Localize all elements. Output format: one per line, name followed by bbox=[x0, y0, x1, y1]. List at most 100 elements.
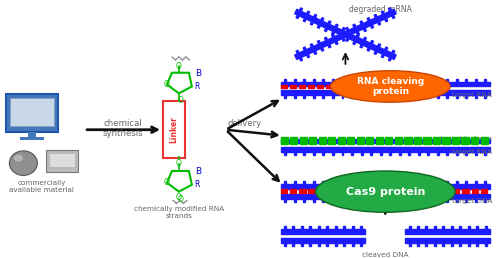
Bar bbox=[280, 90, 490, 95]
Bar bbox=[465, 95, 467, 98]
Bar bbox=[417, 243, 419, 246]
Bar bbox=[389, 181, 391, 184]
Bar bbox=[364, 28, 366, 31]
Bar bbox=[484, 95, 486, 98]
Bar bbox=[28, 132, 36, 136]
Text: R: R bbox=[194, 180, 200, 189]
Bar bbox=[388, 8, 392, 11]
Bar bbox=[460, 243, 462, 246]
Bar bbox=[376, 137, 383, 144]
Bar bbox=[408, 243, 410, 246]
Bar bbox=[294, 9, 396, 59]
Bar bbox=[313, 199, 315, 202]
Bar bbox=[46, 150, 78, 172]
Bar bbox=[418, 199, 420, 202]
Bar bbox=[456, 79, 458, 82]
Bar bbox=[318, 189, 324, 193]
Bar bbox=[334, 243, 336, 246]
Bar bbox=[318, 25, 320, 28]
Bar bbox=[465, 199, 467, 202]
Bar bbox=[398, 199, 400, 202]
Bar bbox=[294, 152, 296, 155]
Bar bbox=[280, 82, 490, 86]
Bar bbox=[386, 137, 392, 144]
Text: O: O bbox=[178, 195, 184, 204]
Text: degraded mRNA: degraded mRNA bbox=[349, 5, 412, 14]
Bar bbox=[442, 137, 450, 144]
Bar bbox=[384, 47, 388, 51]
Bar bbox=[313, 79, 315, 82]
Bar bbox=[322, 95, 324, 98]
Bar bbox=[475, 95, 476, 98]
Bar bbox=[342, 199, 344, 202]
Bar bbox=[342, 38, 345, 41]
Bar bbox=[360, 226, 362, 229]
Text: cleaved DNA: cleaved DNA bbox=[362, 252, 408, 257]
Bar bbox=[481, 189, 488, 193]
Bar bbox=[389, 199, 391, 202]
Bar bbox=[335, 41, 338, 45]
Bar bbox=[442, 226, 444, 229]
Bar bbox=[296, 15, 299, 19]
Bar bbox=[332, 181, 334, 184]
Bar bbox=[332, 95, 334, 98]
Bar bbox=[427, 79, 429, 82]
Bar bbox=[328, 44, 331, 48]
Bar bbox=[322, 152, 324, 155]
Text: commercially
available material: commercially available material bbox=[9, 180, 74, 193]
Bar bbox=[446, 199, 448, 202]
Bar bbox=[346, 27, 349, 31]
Bar bbox=[351, 95, 353, 98]
Bar bbox=[484, 79, 486, 82]
Bar bbox=[163, 101, 185, 158]
Bar bbox=[366, 137, 374, 144]
Bar bbox=[292, 226, 294, 229]
Bar bbox=[475, 79, 476, 82]
Bar bbox=[408, 152, 410, 155]
Bar bbox=[442, 243, 444, 246]
Bar bbox=[322, 199, 324, 202]
Bar bbox=[309, 137, 316, 144]
Bar bbox=[352, 226, 354, 229]
Bar bbox=[318, 243, 320, 246]
Bar bbox=[320, 48, 324, 51]
Bar bbox=[342, 79, 344, 82]
Bar bbox=[296, 50, 299, 54]
Text: chemical
synthesis: chemical synthesis bbox=[102, 119, 144, 138]
Bar bbox=[294, 9, 396, 59]
Bar bbox=[485, 243, 487, 246]
Bar bbox=[398, 181, 400, 184]
Bar bbox=[326, 85, 332, 88]
Bar bbox=[308, 189, 315, 193]
Bar bbox=[360, 181, 362, 184]
Bar bbox=[338, 35, 342, 38]
Bar bbox=[367, 18, 370, 21]
Bar bbox=[446, 95, 448, 98]
Bar bbox=[284, 95, 286, 98]
Bar bbox=[408, 95, 410, 98]
Bar bbox=[451, 226, 453, 229]
Bar bbox=[344, 85, 349, 88]
Text: Cas9 protein: Cas9 protein bbox=[346, 187, 425, 197]
Bar bbox=[374, 14, 377, 18]
Bar bbox=[436, 152, 438, 155]
Bar bbox=[398, 95, 400, 98]
Text: O: O bbox=[176, 193, 182, 201]
Bar bbox=[338, 137, 345, 144]
Bar bbox=[392, 50, 395, 54]
Bar bbox=[476, 243, 478, 246]
Bar bbox=[475, 181, 476, 184]
Bar bbox=[380, 79, 382, 82]
Bar bbox=[382, 54, 384, 58]
Bar bbox=[465, 181, 467, 184]
Bar bbox=[360, 199, 362, 202]
Bar bbox=[456, 152, 458, 155]
Bar bbox=[304, 79, 306, 82]
Bar bbox=[280, 229, 366, 234]
Bar bbox=[313, 152, 315, 155]
Bar bbox=[284, 226, 286, 229]
Ellipse shape bbox=[316, 171, 455, 212]
Text: R: R bbox=[194, 82, 200, 91]
Ellipse shape bbox=[14, 155, 23, 162]
Bar bbox=[334, 85, 341, 88]
